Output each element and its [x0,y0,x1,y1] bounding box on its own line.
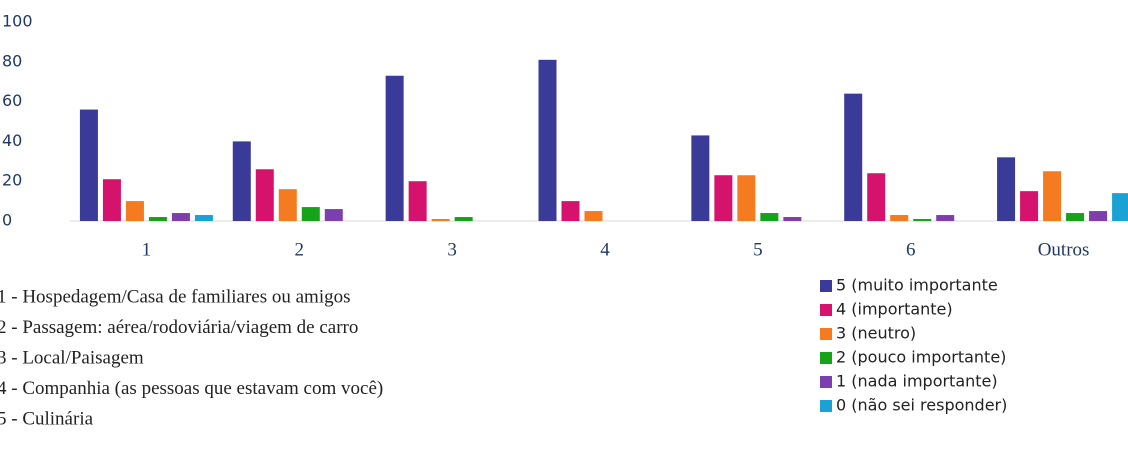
bar [301,207,320,221]
bar [324,209,343,221]
note: 5 - Culinária [0,408,94,429]
bar [148,217,167,221]
bar [125,201,144,221]
bar [561,201,580,221]
y-tick-label: 40 [2,131,22,150]
legend-label: 0 (não sei responder) [836,396,1007,415]
legend-swatch [820,376,832,388]
legend-label: 5 (muito importante [836,276,998,295]
note: 2 - Passagem: aérea/rodoviária/viagem de… [0,317,358,338]
bar [232,141,251,221]
x-tick-label: 6 [906,239,916,260]
x-tick-label: 4 [600,239,610,260]
y-tick-label: 0 [2,211,12,230]
bar [102,179,121,221]
note: 3 - Local/Paisagem [0,347,144,368]
legend-label: 1 (nada importante) [836,372,998,391]
legend-label: 3 (neutro) [836,324,916,343]
bar [255,169,274,221]
bar [1020,191,1039,221]
x-tick-label: 5 [753,239,763,260]
bar [278,189,297,221]
bar [867,173,886,221]
bar [691,135,710,221]
bar [714,175,733,221]
legend-swatch [820,328,832,340]
bar [1112,193,1128,221]
bar [913,219,932,221]
bar [844,93,863,221]
legend-swatch [820,352,832,364]
legend-label: 4 (importante) [836,300,953,319]
legend-swatch [820,304,832,316]
y-tick-label: 20 [2,171,22,190]
x-tick-label: Outros [1038,239,1090,260]
bar [1043,171,1062,221]
legend-swatch [820,400,832,412]
bar [783,217,802,221]
y-tick-label: 60 [2,91,22,110]
bar [997,157,1016,221]
y-tick-label: 80 [2,51,22,70]
bar [1089,211,1108,221]
x-tick-label: 3 [447,239,457,260]
bar [431,219,450,221]
bar [538,59,557,222]
x-tick-label: 2 [295,239,305,260]
bar [890,215,909,221]
bar [1066,213,1085,221]
bar [408,181,427,221]
bar [737,175,756,221]
bar [760,213,779,221]
bar [79,109,98,221]
bar [936,215,955,221]
y-tick-label: 100 [2,12,33,31]
legend-swatch [820,280,832,292]
bar [454,217,473,221]
note: 1 - Hospedagem/Casa de familiares ou ami… [0,286,351,307]
legend-label: 2 (pouco importante) [836,348,1006,367]
bar [584,211,603,221]
bar [385,75,404,221]
note: 4 - Companhia (as pessoas que estavam co… [0,378,383,399]
x-tick-label: 1 [142,239,152,260]
bar [194,215,213,221]
bar [171,213,190,221]
